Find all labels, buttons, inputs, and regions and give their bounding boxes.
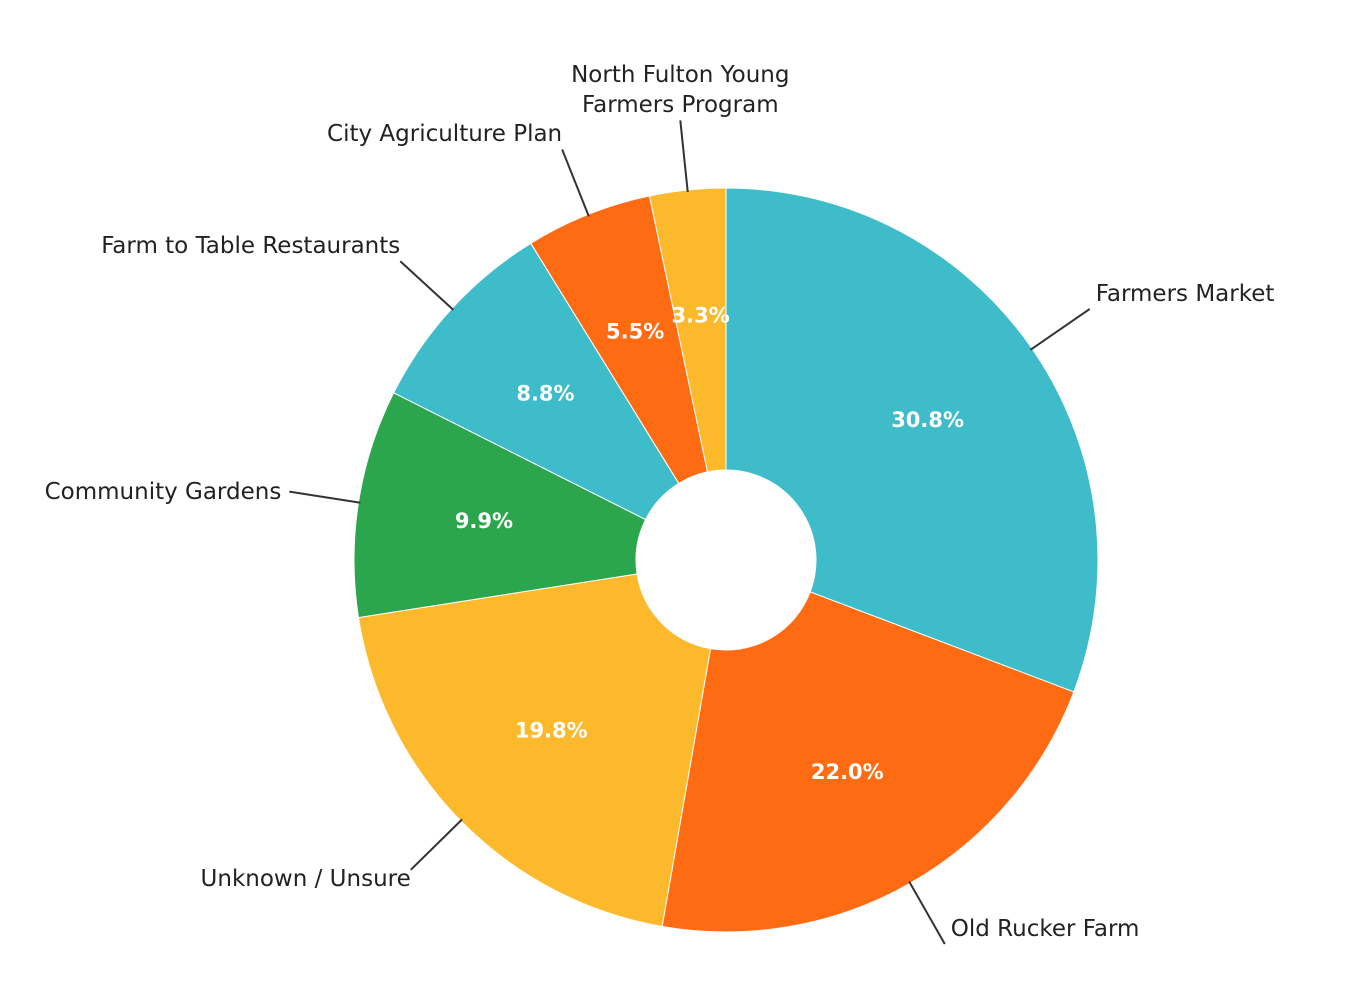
leader-line	[410, 818, 463, 871]
category-label: City Agriculture Plan	[327, 121, 563, 148]
slice	[661, 591, 1075, 933]
category-label: Unknown / Unsure	[200, 865, 411, 892]
slice	[357, 573, 712, 928]
leader-line	[289, 490, 361, 504]
slice	[648, 187, 727, 473]
value-label: 22.0%	[811, 760, 884, 784]
leader-line	[908, 880, 946, 945]
slice	[393, 242, 680, 521]
leader-line	[399, 260, 455, 311]
category-label: Community Gardens	[44, 478, 282, 505]
category-label: Old Rucker Farm	[950, 916, 1140, 943]
slice	[353, 392, 647, 619]
slice	[725, 187, 1099, 693]
category-label: North Fulton Young Farmers Program	[571, 62, 790, 119]
value-label: 5.5%	[606, 319, 664, 343]
leader-line	[561, 149, 590, 217]
category-label: Farmers Market	[1095, 280, 1275, 307]
value-label: 19.8%	[515, 719, 588, 743]
category-label: Farm to Table Restaurants	[101, 233, 401, 260]
value-label: 9.9%	[455, 509, 513, 533]
value-label: 3.3%	[672, 303, 730, 327]
leader-line	[679, 120, 689, 193]
value-label: 30.8%	[891, 408, 964, 432]
leader-line	[1029, 308, 1091, 351]
value-label: 8.8%	[516, 381, 574, 405]
